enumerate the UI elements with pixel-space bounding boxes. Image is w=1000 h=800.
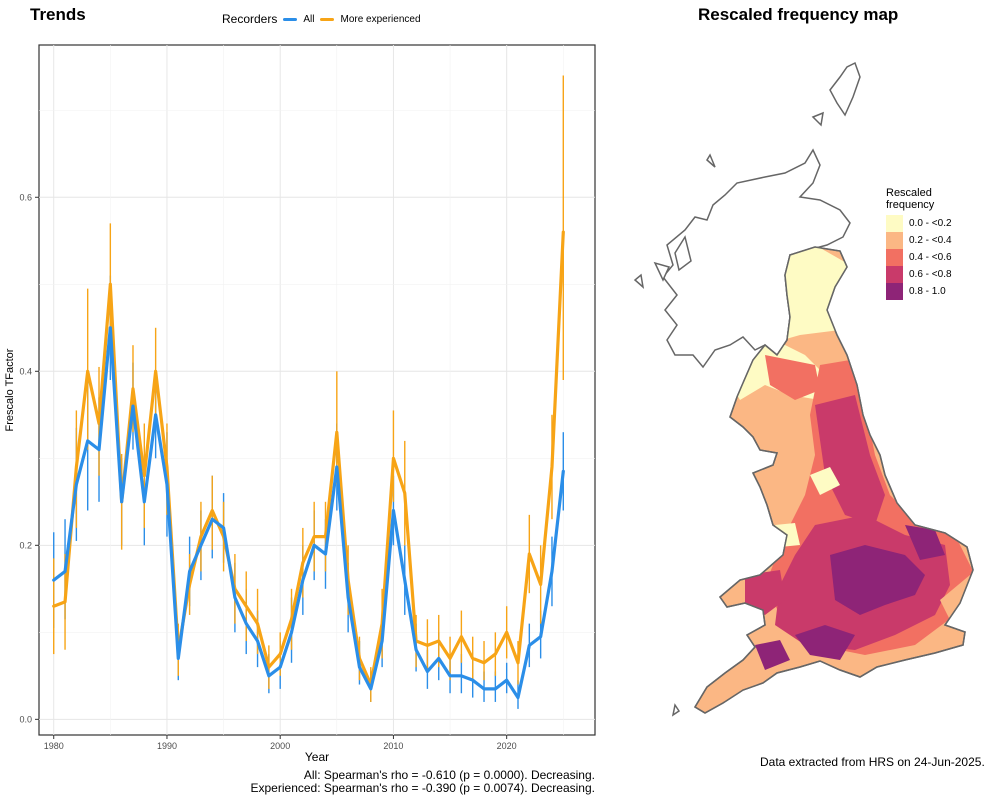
x-tick-label: 2020: [497, 741, 517, 751]
coastline: [693, 246, 974, 714]
scotland-outline: [633, 61, 861, 717]
stat-all: All: Spearman's rho = -0.610 (p = 0.0000…: [303, 768, 595, 782]
plot-panel: [38, 44, 596, 736]
x-tick-label: 2000: [270, 741, 290, 751]
y-axis-label: Frescalo TFactor: [4, 348, 16, 431]
legend-title: Recorders: [222, 12, 278, 26]
y-tick-label: 0.6: [19, 192, 32, 202]
series-line-all: [52, 326, 565, 700]
map-legend-swatch: [886, 215, 903, 232]
x-tick-label: 1990: [157, 741, 177, 751]
map-legend-swatch: [886, 266, 903, 283]
y-tick-label: 0.0: [19, 714, 32, 724]
chart-legend: Recorders All More experienced: [222, 12, 421, 26]
trends-chart: 1980 1990 2000 2010 2020 0.0 0.2 0.4 0.6 Year Fr…: [4, 44, 596, 764]
map-legend-swatch: [886, 283, 903, 300]
map-legend-title-line1: Rescaled: [886, 187, 932, 199]
legend-label-experienced: More experienced: [340, 13, 421, 25]
x-tick-label: 1980: [44, 741, 64, 751]
legend-swatch-all: [283, 17, 298, 21]
y-tick-label: 0.4: [19, 366, 32, 376]
y-tick-label: 0.2: [19, 540, 32, 550]
map-legend-title-line2: frequency: [886, 199, 935, 211]
map-legend-row: 0.2 - <0.4: [886, 232, 952, 249]
map-legend-label: 0.0 - <0.2: [909, 218, 952, 229]
map-legend-row: 0.4 - <0.6: [886, 249, 952, 266]
map-legend-label: 0.2 - <0.4: [909, 235, 952, 246]
x-tick-label: 2010: [383, 741, 403, 751]
frequency-map: [633, 61, 974, 717]
map-legend-swatch: [886, 232, 903, 249]
map-legend-label: 0.6 - <0.8: [909, 269, 952, 280]
map-legend-label: 0.8 - 1.0: [909, 286, 946, 297]
map-legend-row: 0.8 - 1.0: [886, 283, 952, 300]
x-axis-label: Year: [305, 750, 329, 764]
stat-experienced: Experienced: Spearman's rho = -0.390 (p …: [250, 781, 596, 795]
trends-title: Trends: [30, 5, 86, 24]
map-legend-label: 0.4 - <0.6: [909, 252, 952, 263]
map-legend-row: 0.0 - <0.2: [886, 215, 952, 232]
map-legend: Rescaled frequency 0.0 - <0.2 0.2 - <0.4…: [886, 187, 952, 300]
series-line-experienced: [52, 230, 565, 687]
map-title: Rescaled frequency map: [698, 5, 899, 24]
legend-label-all: All: [303, 13, 315, 25]
data-extraction-note: Data extracted from HRS on 24-Jun-2025.: [760, 755, 985, 769]
legend-swatch-experienced: [320, 17, 335, 21]
map-legend-row: 0.6 - <0.8: [886, 266, 952, 283]
map-legend-swatch: [886, 249, 903, 266]
